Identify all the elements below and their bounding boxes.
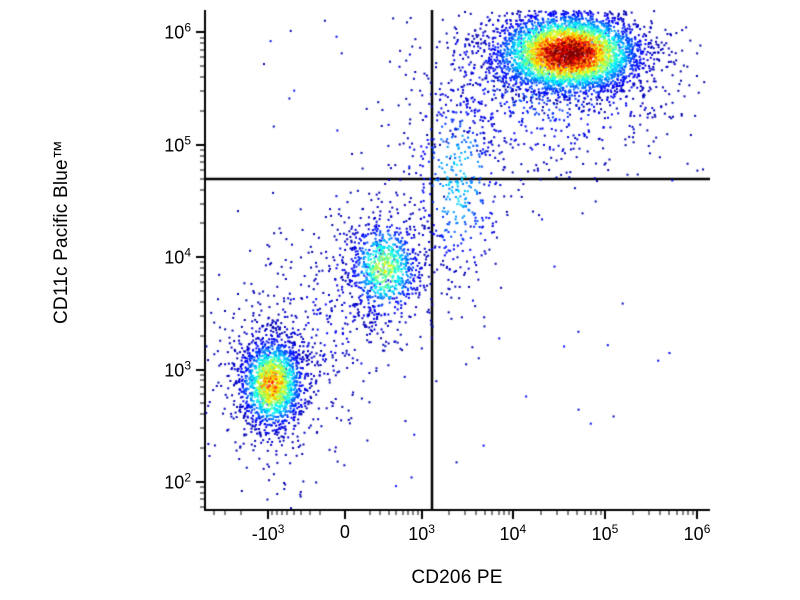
x-axis-label: CD206 PE [411, 567, 503, 588]
y-axis-label: CD11c Pacific Blue™ [51, 139, 72, 325]
